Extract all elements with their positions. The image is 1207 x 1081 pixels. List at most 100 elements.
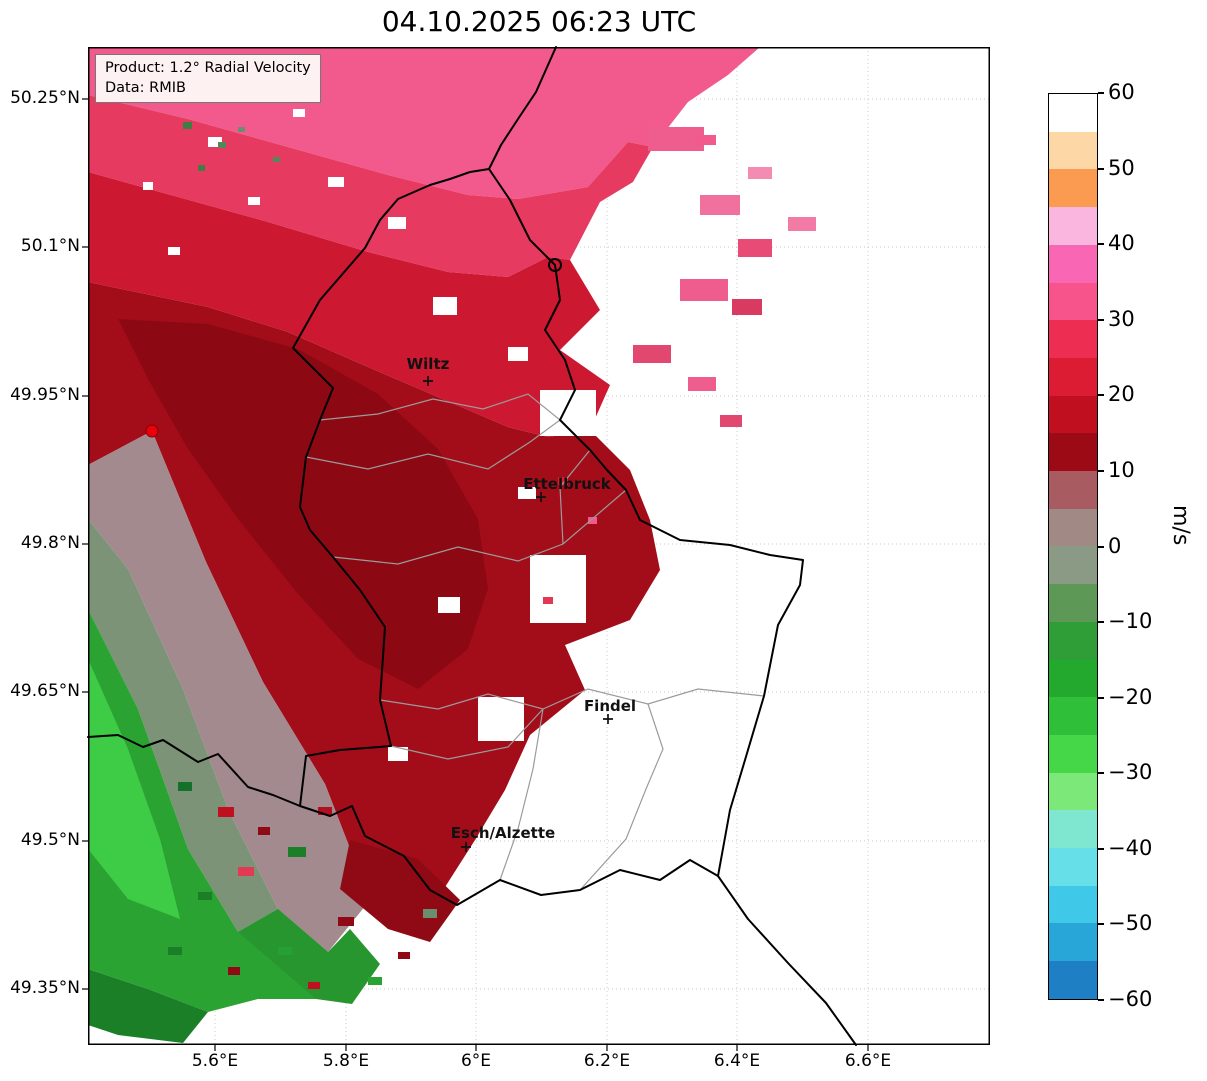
map-plot-area: Wiltz Ettelbruck Findel Esch/Alzette Produc… bbox=[82, 46, 990, 1051]
city-label-wiltz: Wiltz bbox=[407, 355, 450, 373]
velocity-cell bbox=[530, 555, 586, 623]
colorbar-segment bbox=[1049, 357, 1097, 396]
colorbar-tick-mark bbox=[1098, 469, 1104, 472]
colorbar-segment bbox=[1049, 546, 1097, 585]
velocity-cell bbox=[208, 137, 222, 147]
district-border bbox=[499, 708, 544, 881]
city-marker-esch-alzette bbox=[461, 842, 471, 852]
velocity-cell bbox=[388, 217, 406, 229]
product-label: Product: 1.2° Radial Velocity bbox=[105, 60, 311, 76]
velocity-cell bbox=[293, 109, 305, 117]
velocity-cell bbox=[228, 967, 240, 975]
velocity-cell bbox=[508, 347, 528, 361]
belgium-france-border bbox=[87, 734, 301, 807]
velocity-cell bbox=[248, 197, 260, 205]
field-layer bbox=[88, 47, 760, 1043]
y-tick-label: 49.8°N bbox=[20, 533, 80, 553]
y-tick-label: 49.95°N bbox=[10, 385, 80, 405]
colorbar-segment bbox=[1049, 621, 1097, 660]
colorbar-segment bbox=[1049, 131, 1097, 170]
velocity-cell bbox=[398, 952, 410, 959]
x-tick-label: 5.6°E bbox=[191, 1051, 239, 1071]
colorbar bbox=[1048, 93, 1098, 1000]
velocity-cell bbox=[633, 345, 671, 363]
radar-site-marker bbox=[145, 424, 159, 438]
velocity-cell bbox=[368, 977, 382, 985]
colorbar-segment bbox=[1049, 923, 1097, 962]
colorbar-tick-label: 60 bbox=[1108, 80, 1135, 104]
velocity-green-east bbox=[238, 909, 380, 1004]
velocity-cell bbox=[328, 177, 344, 187]
district-border bbox=[579, 703, 664, 891]
velocity-cell bbox=[738, 239, 772, 257]
colorbar-segment bbox=[1049, 772, 1097, 811]
colorbar-tick-label: −30 bbox=[1108, 760, 1153, 785]
map-svg: Wiltz Ettelbruck Findel Esch/Alzette bbox=[82, 46, 990, 1051]
colorbar-tick-mark bbox=[1098, 394, 1104, 397]
colorbar-unit-label: m/s bbox=[1168, 505, 1193, 546]
velocity-cell bbox=[238, 867, 254, 876]
velocity-brightgreen bbox=[88, 659, 180, 919]
district-border bbox=[559, 449, 591, 545]
colorbar-segment bbox=[1049, 734, 1097, 773]
city-label-findel: Findel bbox=[584, 697, 636, 715]
velocity-cell bbox=[543, 597, 553, 604]
y-tick-label: 49.35°N bbox=[10, 978, 80, 998]
velocity-cell bbox=[688, 377, 716, 391]
plot-title: 04.10.2025 06:23 UTC bbox=[381, 5, 697, 38]
colorbar-segment bbox=[1049, 471, 1097, 509]
city-layer: Wiltz Ettelbruck Findel Esch/Alzette bbox=[407, 355, 636, 852]
velocity-cell bbox=[218, 142, 226, 148]
colorbar-tick-mark bbox=[1098, 999, 1104, 1001]
velocity-cell bbox=[288, 847, 306, 857]
colorbar-segment bbox=[1049, 848, 1097, 886]
x-tick-label: 6.2°E bbox=[583, 1051, 631, 1071]
colorbar-tick-label: 0 bbox=[1108, 533, 1122, 558]
velocity-cell bbox=[238, 127, 245, 132]
velocity-red bbox=[88, 172, 610, 437]
product-info-box: Product: 1.2° Radial Velocity Data: RMIB bbox=[95, 54, 321, 103]
velocity-cell bbox=[518, 487, 536, 499]
district-border bbox=[319, 393, 561, 421]
plot-frame bbox=[88, 47, 990, 1045]
velocity-cell bbox=[748, 167, 772, 179]
city-marker-ettelbruck bbox=[536, 492, 546, 502]
velocity-cell bbox=[588, 517, 597, 524]
colorbar-tick-label: −40 bbox=[1108, 835, 1153, 860]
velocity-cell bbox=[648, 127, 704, 151]
colorbar-segment bbox=[1049, 207, 1097, 245]
velocity-cell bbox=[433, 297, 457, 315]
district-layer bbox=[305, 393, 765, 891]
district-border bbox=[332, 489, 627, 565]
velocity-cell bbox=[720, 415, 742, 427]
y-tick-label: 49.5°N bbox=[20, 830, 80, 850]
colorbar-tick-mark bbox=[1098, 847, 1104, 850]
y-tick-label: 50.25°N bbox=[10, 88, 80, 108]
colorbar-segment bbox=[1049, 508, 1097, 547]
city-marker-wiltz bbox=[423, 376, 433, 386]
colorbar-tick-mark bbox=[1098, 92, 1104, 94]
colorbar-tick-mark bbox=[1098, 243, 1104, 246]
colorbar-tick-label: −10 bbox=[1108, 609, 1153, 634]
luxembourg-border bbox=[292, 168, 804, 906]
colorbar-segment bbox=[1049, 94, 1097, 132]
colorbar-tick-mark bbox=[1098, 621, 1104, 624]
velocity-cell bbox=[278, 947, 292, 955]
velocity-cell bbox=[478, 697, 524, 741]
velocity-graygreen bbox=[88, 519, 278, 932]
x-tick-label: 6°E bbox=[460, 1051, 492, 1071]
colorbar-tick-mark bbox=[1098, 772, 1104, 775]
velocity-cell bbox=[168, 247, 180, 255]
velocity-zero-band bbox=[88, 431, 370, 952]
velocity-cell bbox=[218, 807, 234, 817]
colorbar-segment bbox=[1049, 659, 1097, 698]
cells-layer bbox=[143, 107, 816, 989]
district-border bbox=[390, 708, 544, 760]
velocity-green bbox=[88, 609, 328, 1012]
colorbar-segment bbox=[1049, 169, 1097, 208]
x-tick-label: 6.4°E bbox=[713, 1051, 761, 1071]
velocity-cell bbox=[198, 892, 212, 900]
velocity-cell bbox=[732, 299, 762, 315]
velocity-cell bbox=[700, 195, 740, 215]
colorbar-gradient bbox=[1049, 94, 1097, 999]
